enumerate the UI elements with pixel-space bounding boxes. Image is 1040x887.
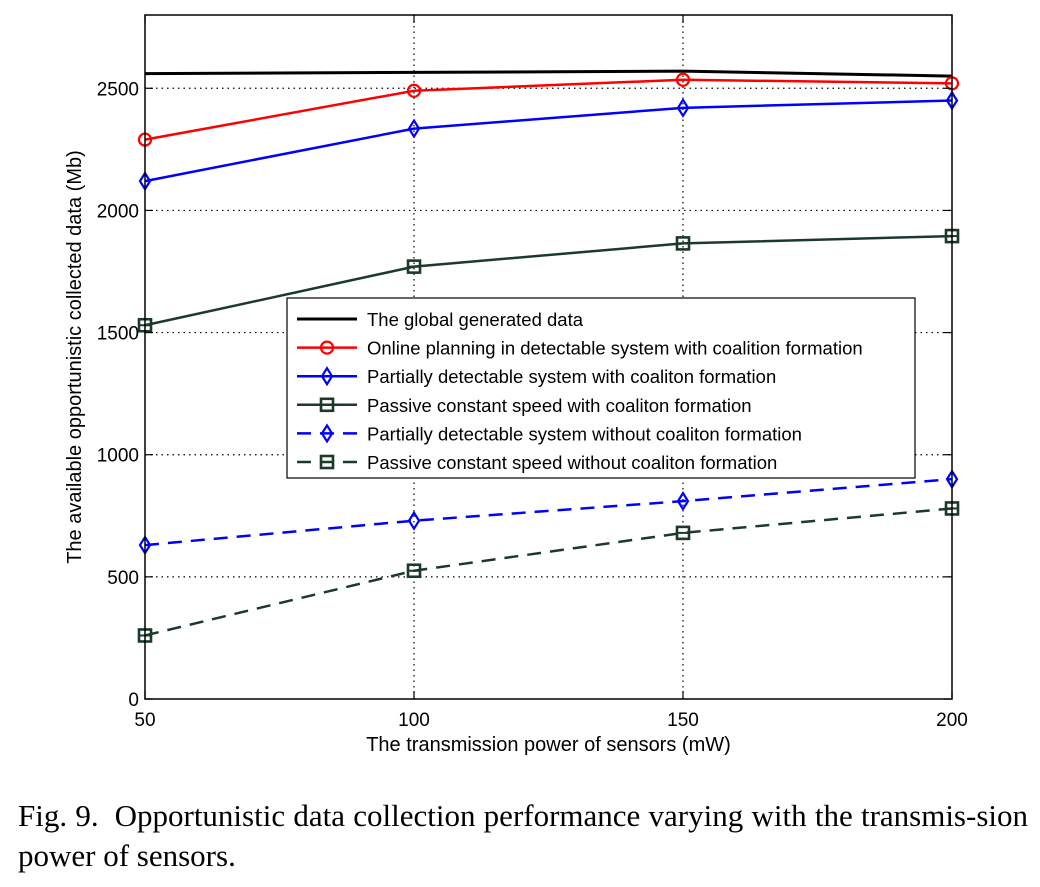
data-point (675, 525, 691, 541)
series-1 (144, 69, 953, 78)
y-tick-label: 2000 (97, 201, 139, 222)
legend-marker (319, 340, 335, 355)
legend-item: Partially detectable system without coal… (297, 423, 802, 444)
figure-caption: Fig. 9. Opportunistic data collection per… (18, 796, 1028, 876)
y-tick-label: 0 (128, 690, 139, 711)
series-line (144, 234, 953, 327)
y-tick-label: 500 (107, 568, 139, 589)
data-point (406, 563, 422, 579)
series-line (144, 69, 953, 78)
data-point (675, 72, 691, 87)
legend-item: Passive constant speed with coaliton for… (297, 395, 752, 416)
x-tick-label: 150 (667, 710, 699, 731)
x-tick-label: 200 (936, 710, 968, 731)
y-tick-label: 1500 (97, 324, 139, 345)
legend-item: Online planning in detectable system wit… (297, 338, 863, 359)
data-point (406, 83, 422, 98)
legend-item: The global generated data (297, 309, 584, 330)
series-line (144, 78, 953, 141)
series-2 (137, 72, 960, 147)
legend-marker (319, 454, 335, 470)
caption-text: Opportunistic data collection performanc… (18, 798, 1028, 873)
legend-marker (319, 397, 335, 413)
legend-item: Partially detectable system with coalito… (297, 366, 776, 387)
legend-label: Passive constant speed with coaliton for… (367, 395, 752, 416)
series-line (144, 477, 953, 547)
series-line (144, 99, 953, 183)
legend-label: Partially detectable system with coalito… (367, 366, 776, 387)
legend-label: Passive constant speed without coaliton … (367, 452, 777, 473)
data-point (676, 491, 690, 512)
data-point (407, 510, 421, 531)
x-tick-label: 100 (398, 710, 430, 731)
x-axis-label: The transmission power of sensors (mW) (366, 734, 731, 756)
data-point (676, 97, 690, 118)
legend-label: Online planning in detectable system wit… (367, 338, 863, 359)
figure-number: Fig. 9. (18, 798, 99, 833)
legend-marker (320, 423, 334, 444)
data-point (407, 118, 421, 139)
data-point (675, 236, 691, 251)
series-6 (137, 501, 960, 643)
series-line (144, 507, 953, 637)
y-tick-label: 1000 (97, 446, 139, 467)
legend-item: Passive constant speed without coaliton … (297, 452, 777, 473)
data-point (406, 259, 422, 274)
legend-marker (320, 366, 334, 387)
series-5 (138, 469, 959, 556)
y-axis-label: The available opportunistic collected da… (64, 150, 86, 564)
legend: The global generated data Online planning… (286, 297, 916, 479)
x-tick-label: 50 (134, 710, 155, 731)
plot-frame (144, 14, 953, 700)
y-tick-label: 2500 (97, 79, 139, 100)
series-3 (138, 90, 959, 192)
legend-box (286, 297, 916, 479)
legend-label: The global generated data (367, 309, 584, 330)
legend-label: Partially detectable system without coal… (367, 423, 802, 444)
